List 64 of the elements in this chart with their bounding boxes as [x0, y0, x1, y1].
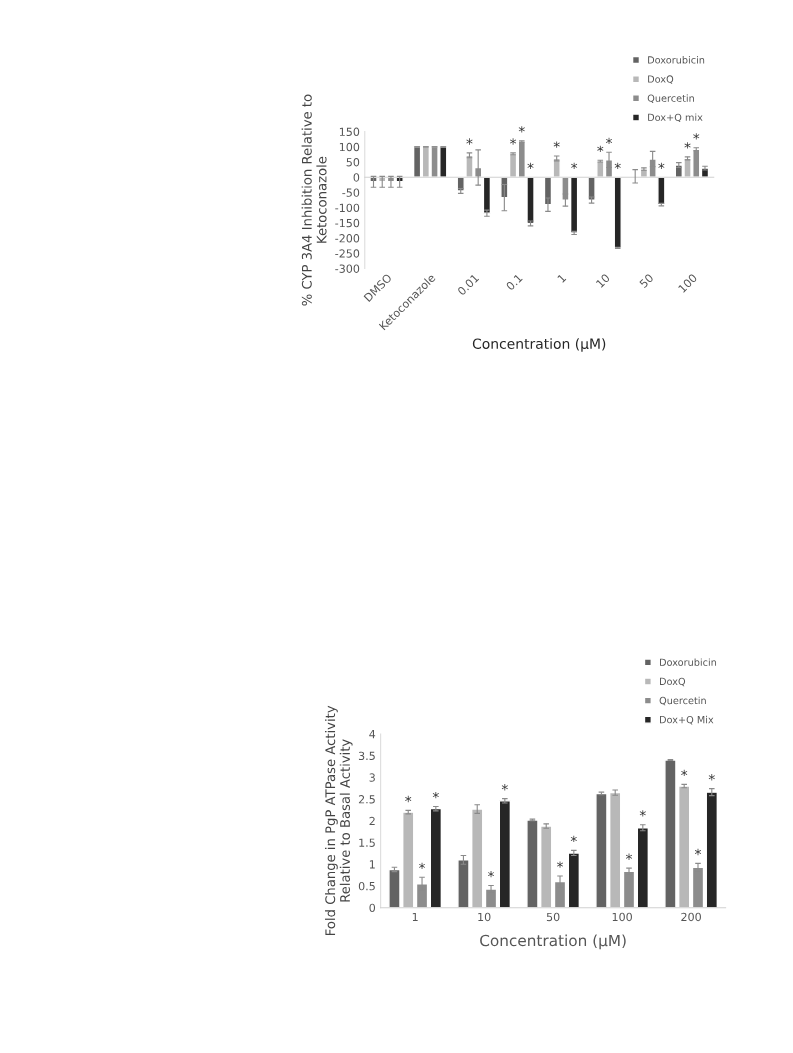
data-label: * [694, 848, 702, 856]
y-tick-label: 3 [369, 773, 375, 782]
x-tick-label: 50 [639, 273, 654, 289]
data-label: * [693, 133, 700, 140]
y-tick-label: -250 [335, 249, 360, 258]
legend-label: DoxQ [660, 677, 686, 687]
legend-label: DoxQ [648, 75, 674, 84]
data-label: * [597, 145, 604, 152]
y-tick-label: 2 [369, 816, 375, 826]
data-label: * [432, 791, 439, 799]
data-label: * [527, 162, 534, 169]
y-axis-title: % CYP 3A4 Inhibition Relative to Ketoconazole [301, 94, 327, 306]
y-tick-label: 2.5 [358, 795, 375, 804]
data-label: * [556, 861, 564, 868]
y-axis-title: Fold Change in PgP ATPase Activity Relative to Basal Activity [325, 705, 353, 935]
y-tick-label: 4 [369, 730, 376, 739]
data-label: * [708, 774, 715, 781]
data-label: * [571, 162, 578, 169]
x-tick-label: 200 [681, 912, 701, 922]
y-tick-label: -100 [335, 203, 360, 213]
y-tick-label: 150 [339, 127, 360, 136]
x-tick-label: 100 [612, 912, 632, 922]
y-tick-label: -50 [342, 188, 360, 197]
data-label: * [466, 138, 473, 145]
x-tick-label: 0.1 [505, 273, 523, 291]
legend-label: Quercetin [659, 696, 706, 706]
y-tick-label: 0.5 [358, 881, 375, 891]
y-tick-label: 3.5 [358, 751, 375, 761]
data-label: * [658, 162, 665, 169]
data-label: * [625, 853, 633, 860]
x-tick-label: 1 [557, 273, 567, 283]
y-tick-label: 0 [353, 173, 360, 182]
x-tick-label: 10 [595, 273, 611, 288]
data-label: * [570, 835, 577, 843]
x-tick-label: 10 [478, 912, 491, 922]
y-tick-label: 100 [339, 142, 360, 152]
x-axis-title: Concentration (µM) [480, 934, 626, 950]
data-label: * [605, 137, 613, 145]
y-tick-label: 1.5 [359, 838, 375, 847]
legend-label: Doxorubicin [660, 658, 717, 666]
x-tick-label: 50 [546, 912, 560, 922]
y-tick-label: 50 [346, 158, 360, 167]
x-tick-label: 1 [412, 912, 418, 921]
data-label: * [501, 784, 508, 791]
legend-label: Dox+Q mix [648, 113, 703, 123]
data-label: * [553, 141, 560, 148]
y-tick-label: 0 [369, 903, 376, 913]
data-label: * [518, 126, 525, 133]
legend-label: Dox+Q Mix [660, 715, 714, 725]
y-tick-label: -200 [335, 234, 360, 243]
legend-label: Doxorubicin [648, 56, 705, 64]
data-label: * [487, 870, 495, 878]
data-label: * [639, 810, 646, 817]
data-label: * [614, 162, 621, 169]
data-label: * [681, 769, 688, 777]
y-tick-label: -300 [335, 264, 360, 273]
x-axis-title: Concentration (µM) [472, 338, 606, 352]
data-label: * [684, 142, 691, 149]
data-label: * [405, 795, 412, 803]
y-tick-label: -150 [335, 218, 360, 228]
data-label: * [510, 138, 517, 145]
data-label: * [418, 862, 426, 870]
y-tick-label: 1 [369, 860, 375, 869]
legend-label: Quercetin [647, 94, 694, 103]
